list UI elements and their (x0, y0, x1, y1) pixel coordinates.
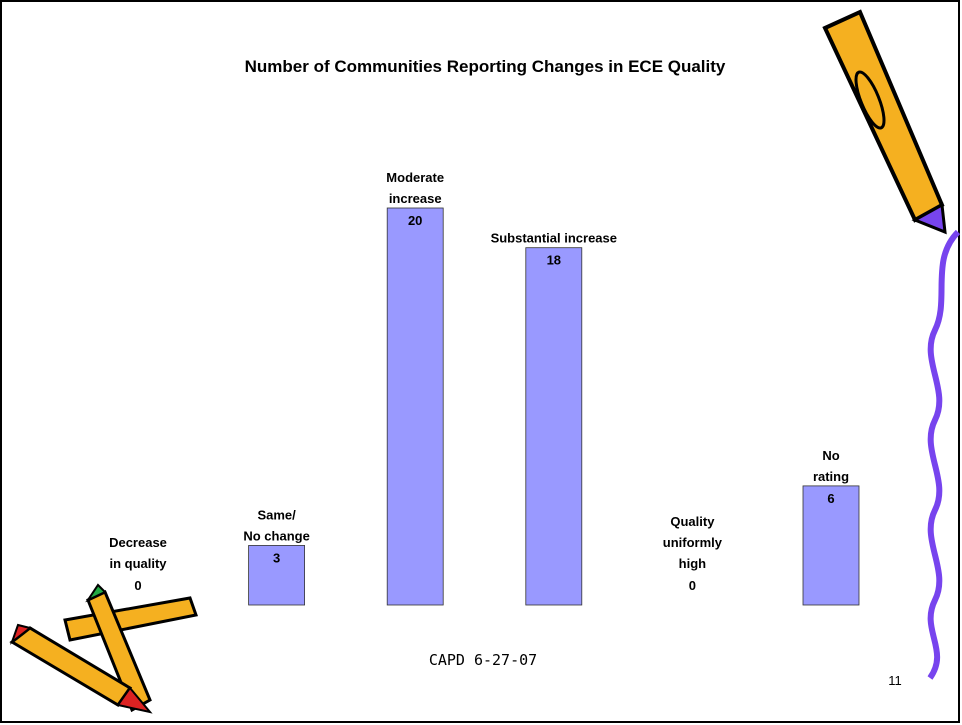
value-label: 0 (134, 578, 141, 593)
value-label: 0 (689, 578, 696, 593)
bar (386, 207, 444, 606)
category-label: Same/No change (243, 507, 309, 543)
value-label: 3 (273, 550, 280, 565)
value-label: 18 (547, 253, 561, 268)
category-label: Decrease in quality (109, 535, 167, 571)
pencil-decoration (822, 9, 947, 235)
bar (525, 247, 583, 606)
bar (248, 545, 306, 606)
value-label: 20 (408, 213, 422, 228)
chart-title: Number of Communities Reporting Changes … (245, 57, 726, 76)
bar (802, 485, 860, 606)
squiggle (927, 229, 961, 680)
category-label: Quality uniformly high (663, 514, 723, 571)
pencils-decoration (9, 583, 198, 714)
category-label: Substantial increase (491, 231, 617, 246)
value-label: 6 (827, 491, 834, 506)
category-label: No rating (813, 448, 849, 484)
category-label: Moderate increase (386, 170, 444, 206)
footer: CAPD 6-27-07 (429, 651, 537, 669)
page-number: 11 (888, 673, 902, 688)
